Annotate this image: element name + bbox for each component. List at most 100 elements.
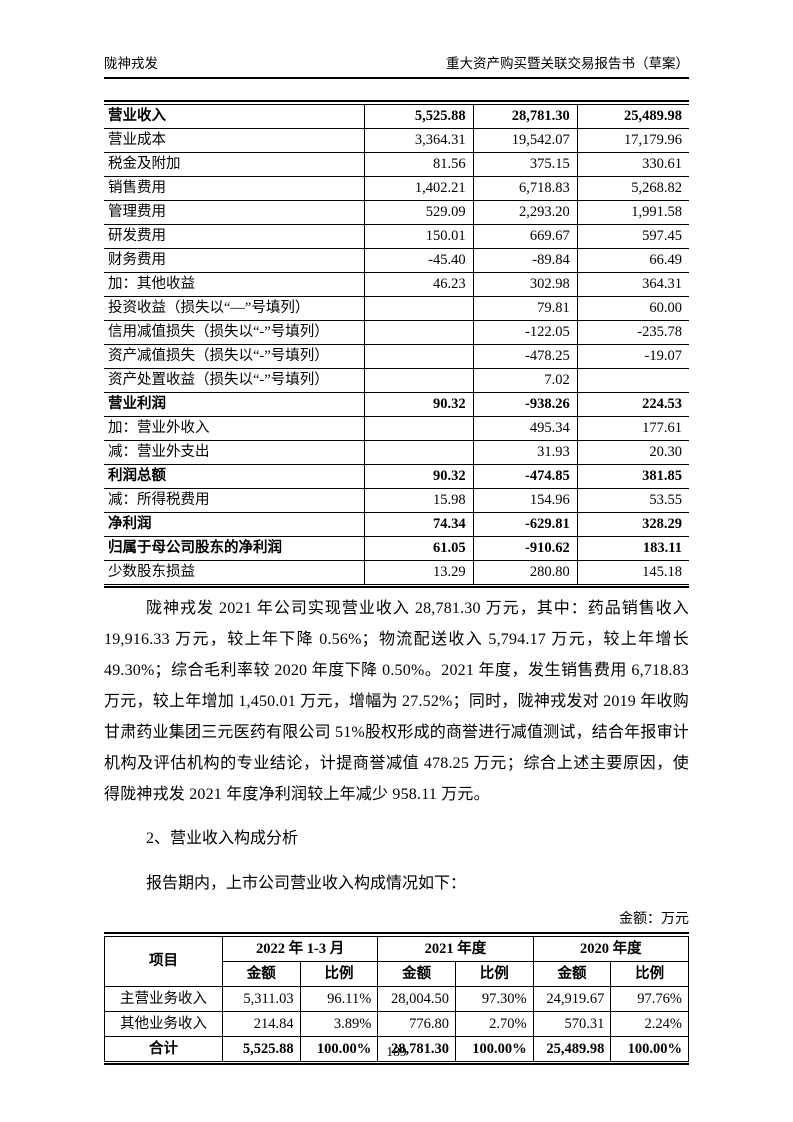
row-label: 归属于母公司股东的净利润 bbox=[104, 536, 366, 561]
table-row: 加：营业外收入 495.34 177.61 bbox=[104, 416, 689, 441]
value-cell: 74.34 bbox=[364, 512, 474, 537]
value-cell: 529.09 bbox=[364, 200, 474, 225]
value-cell: 20.30 bbox=[577, 440, 689, 465]
value-cell: 177.61 bbox=[577, 416, 689, 441]
value-cell: 3,364.31 bbox=[364, 128, 474, 153]
value-cell: 100.00% bbox=[454, 1035, 534, 1062]
value-cell: 150.01 bbox=[364, 224, 474, 249]
value-cell: 31.93 bbox=[473, 440, 578, 465]
subcolumn-header-ratio: 比例 bbox=[610, 960, 689, 987]
value-cell: 6,718.83 bbox=[473, 176, 578, 201]
value-cell: 5,268.82 bbox=[577, 176, 689, 201]
document-title: 重大资产购买暨关联交易报告书（草案） bbox=[446, 56, 689, 71]
table-row: 财务费用 -45.40 -89.84 66.49 bbox=[104, 248, 689, 273]
value-cell: 280.80 bbox=[473, 560, 578, 585]
value-cell: 19,542.07 bbox=[473, 128, 578, 153]
value-cell: 328.29 bbox=[577, 512, 689, 537]
table-row: 少数股东损益 13.29 280.80 145.18 bbox=[104, 560, 689, 585]
table-row: 减：所得税费用 15.98 154.96 53.55 bbox=[104, 488, 689, 513]
row-label: 研发费用 bbox=[104, 224, 366, 249]
value-cell: 597.45 bbox=[577, 224, 689, 249]
analysis-paragraph: 陇神戎发 2021 年公司实现营业收入 28,781.30 万元，其中：药品销售… bbox=[104, 600, 689, 803]
value-cell: 28,004.50 bbox=[377, 985, 456, 1012]
value-cell: 60.00 bbox=[577, 296, 689, 321]
value-cell bbox=[577, 368, 689, 393]
row-label: 投资收益（损失以“—”号填列） bbox=[104, 296, 366, 321]
unit-note: 金额：万元 bbox=[619, 912, 689, 927]
value-cell: 2.70% bbox=[454, 1010, 534, 1037]
value-cell: 90.32 bbox=[364, 464, 474, 489]
table-header-row: 项目 2022 年 1-3 月 2021 年度 2020 年度 bbox=[104, 935, 690, 987]
subcolumn-header-amount: 金额 bbox=[377, 960, 456, 987]
table-row: 净利润 74.34 -629.81 328.29 bbox=[104, 512, 689, 537]
revenue-composition-table-wrapper: 项目 2022 年 1-3 月 2021 年度 2020 年度 金额 比例 金额… bbox=[104, 932, 690, 1065]
value-cell: 96.11% bbox=[299, 985, 379, 1012]
value-cell bbox=[364, 296, 474, 321]
value-cell: 2,293.20 bbox=[473, 200, 578, 225]
table-total-row: 合计 5,525.88 100.00% 28,781.30 100.00% 25… bbox=[104, 1035, 689, 1062]
row-label: 减：营业外支出 bbox=[104, 440, 366, 465]
subcolumn-header-amount: 金额 bbox=[532, 960, 612, 987]
value-cell: 495.34 bbox=[473, 416, 578, 441]
row-label: 加：其他收益 bbox=[104, 272, 366, 297]
value-cell: 330.61 bbox=[577, 152, 689, 177]
value-cell: -474.85 bbox=[473, 464, 578, 489]
table-row: 归属于母公司股东的净利润 61.05 -910.62 183.11 bbox=[104, 536, 689, 561]
table-row: 税金及附加 81.56 375.15 330.61 bbox=[104, 152, 689, 177]
table-row: 营业利润 90.32 -938.26 224.53 bbox=[104, 392, 689, 417]
value-cell bbox=[364, 320, 474, 345]
table-row: 减：营业外支出 31.93 20.30 bbox=[104, 440, 689, 465]
table-row: 加：其他收益 46.23 302.98 364.31 bbox=[104, 272, 689, 297]
value-cell: 3.89% bbox=[299, 1010, 379, 1037]
row-label: 资产减值损失（损失以“-”号填列） bbox=[104, 344, 366, 369]
value-cell: -478.25 bbox=[473, 344, 578, 369]
value-cell: 1,402.21 bbox=[364, 176, 474, 201]
income-statement-table-wrapper: 营业收入 5,525.88 28,781.30 25,489.98 营业成本 3,364… bbox=[104, 100, 689, 588]
value-cell: -45.40 bbox=[364, 248, 474, 273]
value-cell: 53.55 bbox=[577, 488, 689, 513]
row-label: 资产处置收益（损失以“-”号填列） bbox=[104, 368, 366, 393]
value-cell: 25,489.98 bbox=[577, 104, 689, 129]
table-row: 资产减值损失（损失以“-”号填列） -478.25 -19.07 bbox=[104, 344, 689, 369]
value-cell bbox=[364, 368, 474, 393]
value-cell: 81.56 bbox=[364, 152, 474, 177]
page-number: 189 bbox=[386, 1044, 407, 1059]
value-cell: 214.84 bbox=[221, 1010, 301, 1037]
value-cell bbox=[364, 344, 474, 369]
row-label: 营业利润 bbox=[104, 392, 366, 417]
value-cell: -89.84 bbox=[473, 248, 578, 273]
table-row: 主营业务收入 5,311.03 96.11% 28,004.50 97.30% … bbox=[104, 985, 689, 1012]
row-label: 财务费用 bbox=[104, 248, 366, 273]
column-header-period: 2021 年度 bbox=[377, 935, 534, 962]
value-cell: 183.11 bbox=[577, 536, 689, 561]
value-cell: 17,179.96 bbox=[577, 128, 689, 153]
table-row: 资产处置收益（损失以“-”号填列） 7.02 bbox=[104, 368, 689, 393]
value-cell: 154.96 bbox=[473, 488, 578, 513]
value-cell: 5,311.03 bbox=[221, 985, 301, 1012]
row-label: 营业收入 bbox=[104, 104, 366, 129]
value-cell: 381.85 bbox=[577, 464, 689, 489]
value-cell: 364.31 bbox=[577, 272, 689, 297]
value-cell: -122.05 bbox=[473, 320, 578, 345]
value-cell: 302.98 bbox=[473, 272, 578, 297]
value-cell: 46.23 bbox=[364, 272, 474, 297]
table-row: 其他业务收入 214.84 3.89% 776.80 2.70% 570.31 … bbox=[104, 1010, 689, 1037]
company-name: 陇神戎发 bbox=[104, 56, 158, 71]
row-label: 销售费用 bbox=[104, 176, 366, 201]
table-row: 营业成本 3,364.31 19,542.07 17,179.96 bbox=[104, 128, 689, 153]
value-cell: 1,991.58 bbox=[577, 200, 689, 225]
value-cell: 28,781.30 bbox=[377, 1035, 456, 1062]
row-label: 少数股东损益 bbox=[104, 560, 366, 585]
value-cell: 669.67 bbox=[473, 224, 578, 249]
value-cell: 100.00% bbox=[299, 1035, 379, 1062]
row-label: 信用减值损失（损失以“-”号填列） bbox=[104, 320, 366, 345]
subcolumn-header-ratio: 比例 bbox=[299, 960, 379, 987]
value-cell: 15.98 bbox=[364, 488, 474, 513]
value-cell: 66.49 bbox=[577, 248, 689, 273]
row-label: 税金及附加 bbox=[104, 152, 366, 177]
row-label: 加：营业外收入 bbox=[104, 416, 366, 441]
value-cell: 776.80 bbox=[377, 1010, 456, 1037]
value-cell: 61.05 bbox=[364, 536, 474, 561]
row-label: 净利润 bbox=[104, 512, 366, 537]
